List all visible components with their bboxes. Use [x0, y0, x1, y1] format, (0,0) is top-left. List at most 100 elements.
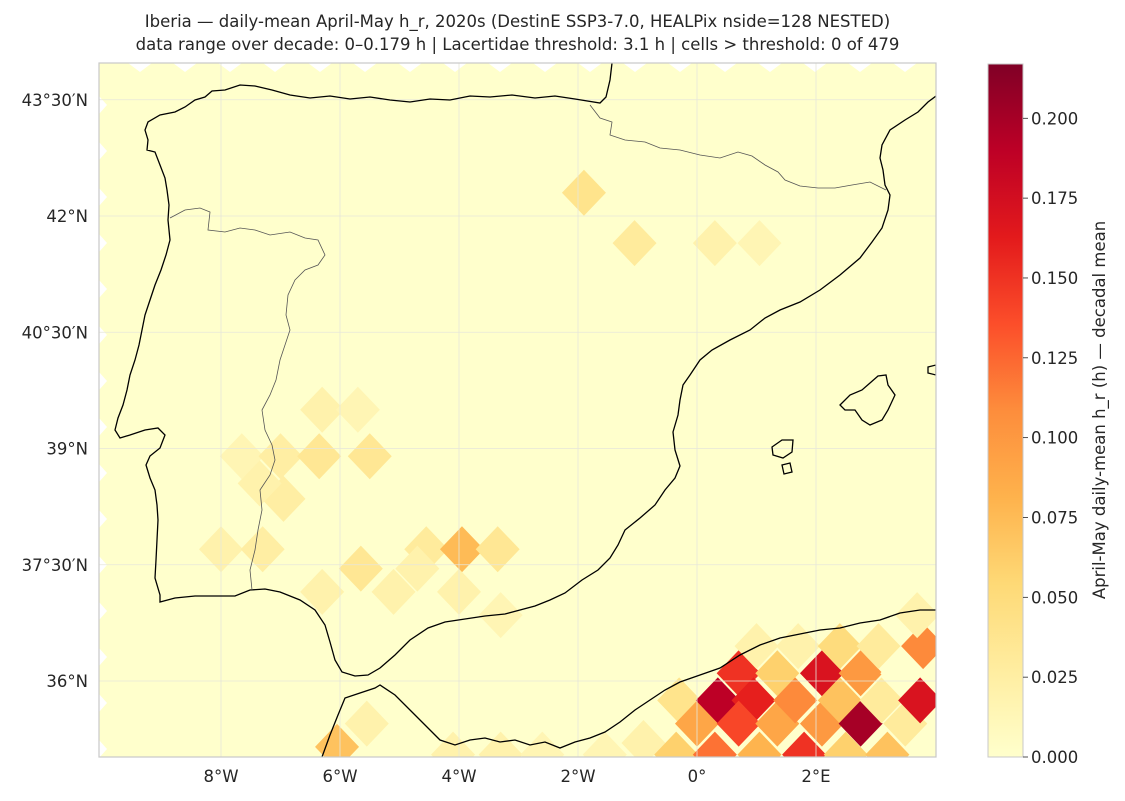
- healpix-cell: [582, 731, 627, 757]
- healpix-cell: [865, 731, 910, 757]
- healpix-cell: [335, 386, 380, 433]
- edge-notch: [173, 63, 197, 72]
- edge-notch: [128, 63, 152, 72]
- healpix-cell: [315, 723, 360, 757]
- healpix-cell: [561, 169, 606, 216]
- healpix-cell: [654, 731, 699, 757]
- edge-notch: [758, 63, 782, 72]
- colorbar-tick-label: 0.000: [1031, 748, 1078, 767]
- healpix-cell: [612, 220, 657, 267]
- healpix-cell: [240, 526, 285, 573]
- edge-notch: [99, 96, 107, 114]
- lon-tick-label: 8°W: [203, 767, 238, 786]
- healpix-cell: [297, 433, 342, 480]
- colorbar-tick-label: 0.200: [1031, 109, 1078, 128]
- healpix-cell: [621, 720, 666, 757]
- lat-tick-label: 40°30′N: [22, 323, 88, 342]
- colorbar: 0.000 0.025 0.050 0.075 0.100 0.125 0.150 0.175…: [987, 63, 1110, 767]
- mallorca-coastline: [839, 374, 896, 426]
- healpix-cell: [300, 386, 345, 433]
- colorbar-ticks: 0.000 0.025 0.050 0.075 0.100 0.125 0.150 0.175…: [1023, 109, 1078, 767]
- edge-notch: [848, 63, 872, 72]
- healpix-cell: [823, 731, 868, 757]
- healpix-cell: [395, 545, 440, 592]
- north-africa-coastline: [321, 609, 936, 757]
- colorbar-tick-label: 0.050: [1031, 588, 1078, 607]
- healpix-cell: [692, 220, 737, 267]
- healpix-cell: [859, 677, 904, 724]
- edge-notch: [398, 63, 422, 72]
- colorbar-gradient: [988, 64, 1023, 757]
- edge-notch: [218, 63, 242, 72]
- healpix-cell: [716, 700, 761, 747]
- healpix-cell: [898, 677, 936, 724]
- map-frame: [98, 62, 937, 758]
- edge-notch: [668, 63, 692, 72]
- healpix-cell: [737, 731, 782, 757]
- healpix-cell: [692, 731, 737, 757]
- edge-notch: [713, 63, 737, 72]
- healpix-cell: [773, 677, 818, 724]
- healpix-cell: [439, 526, 484, 573]
- healpix-cell: [737, 220, 782, 267]
- lon-tick-label: 4°W: [441, 767, 476, 786]
- iberia-coastline: [114, 63, 936, 677]
- healpix-cell: [776, 623, 821, 670]
- edge-notch: [99, 234, 107, 252]
- lon-tick-label: 6°W: [322, 767, 357, 786]
- healpix-cells-layer: [199, 169, 936, 757]
- lat-tick-label: 39°N: [46, 440, 88, 459]
- lat-tick-label: 43°30′N: [22, 91, 88, 110]
- edge-notch: [99, 372, 107, 390]
- healpix-cell: [475, 526, 520, 573]
- healpix-cell: [895, 592, 936, 639]
- edge-notches: [99, 63, 917, 757]
- healpix-cell: [901, 623, 936, 670]
- colorbar-tick-label: 0.025: [1031, 668, 1078, 687]
- edge-notch: [99, 326, 107, 344]
- coastlines-layer: [114, 63, 936, 757]
- edge-notch: [353, 63, 377, 72]
- healpix-cell: [817, 623, 862, 670]
- healpix-cell: [782, 731, 827, 757]
- edge-notch: [99, 464, 107, 482]
- healpix-cell: [478, 592, 523, 639]
- edge-notch: [99, 418, 107, 436]
- edge-notch: [99, 648, 107, 666]
- edge-notch: [99, 740, 107, 757]
- latitude-axis: 43°30′N 42°N 40°30′N 39°N 37°30′N 36°N: [22, 91, 88, 691]
- longitude-axis: 8°W 6°W 4°W 2°W 0° 2°E: [203, 767, 830, 786]
- lon-tick-label: 2°E: [801, 767, 830, 786]
- healpix-cell: [338, 545, 383, 592]
- ibiza-coastline: [771, 439, 794, 459]
- spain-france-border: [589, 104, 887, 191]
- healpix-cell: [371, 568, 416, 615]
- colorbar-tick-label: 0.150: [1031, 269, 1078, 288]
- portugal-spain-border: [169, 207, 326, 591]
- healpix-cell: [344, 700, 389, 747]
- healpix-cell: [300, 568, 345, 615]
- chart-title-line2: data range over decade: 0–0.179 h | Lace…: [135, 35, 900, 54]
- healpix-cell: [478, 731, 523, 757]
- lat-tick-label: 42°N: [46, 207, 88, 226]
- formentera-coastline: [781, 462, 793, 475]
- edge-notch: [308, 63, 332, 72]
- edge-notch: [803, 63, 827, 72]
- edge-notch: [263, 63, 287, 72]
- lon-tick-label: 0°: [688, 767, 707, 786]
- edge-notch: [99, 602, 107, 620]
- colorbar-tick-label: 0.125: [1031, 349, 1078, 368]
- healpix-cell: [258, 433, 303, 480]
- lat-tick-label: 37°30′N: [22, 556, 88, 575]
- colorbar-tick-label: 0.100: [1031, 429, 1078, 448]
- healpix-cell: [219, 433, 264, 480]
- menorca-coastline: [927, 364, 936, 376]
- edge-notch: [99, 694, 107, 712]
- edge-notch: [99, 188, 107, 206]
- edge-notch: [99, 142, 107, 160]
- edge-notch: [443, 63, 467, 72]
- edge-notch: [99, 280, 107, 298]
- colorbar-frame: [987, 63, 1024, 758]
- colorbar-label: April-May daily-mean h_r (h) — decadal m…: [1090, 221, 1110, 599]
